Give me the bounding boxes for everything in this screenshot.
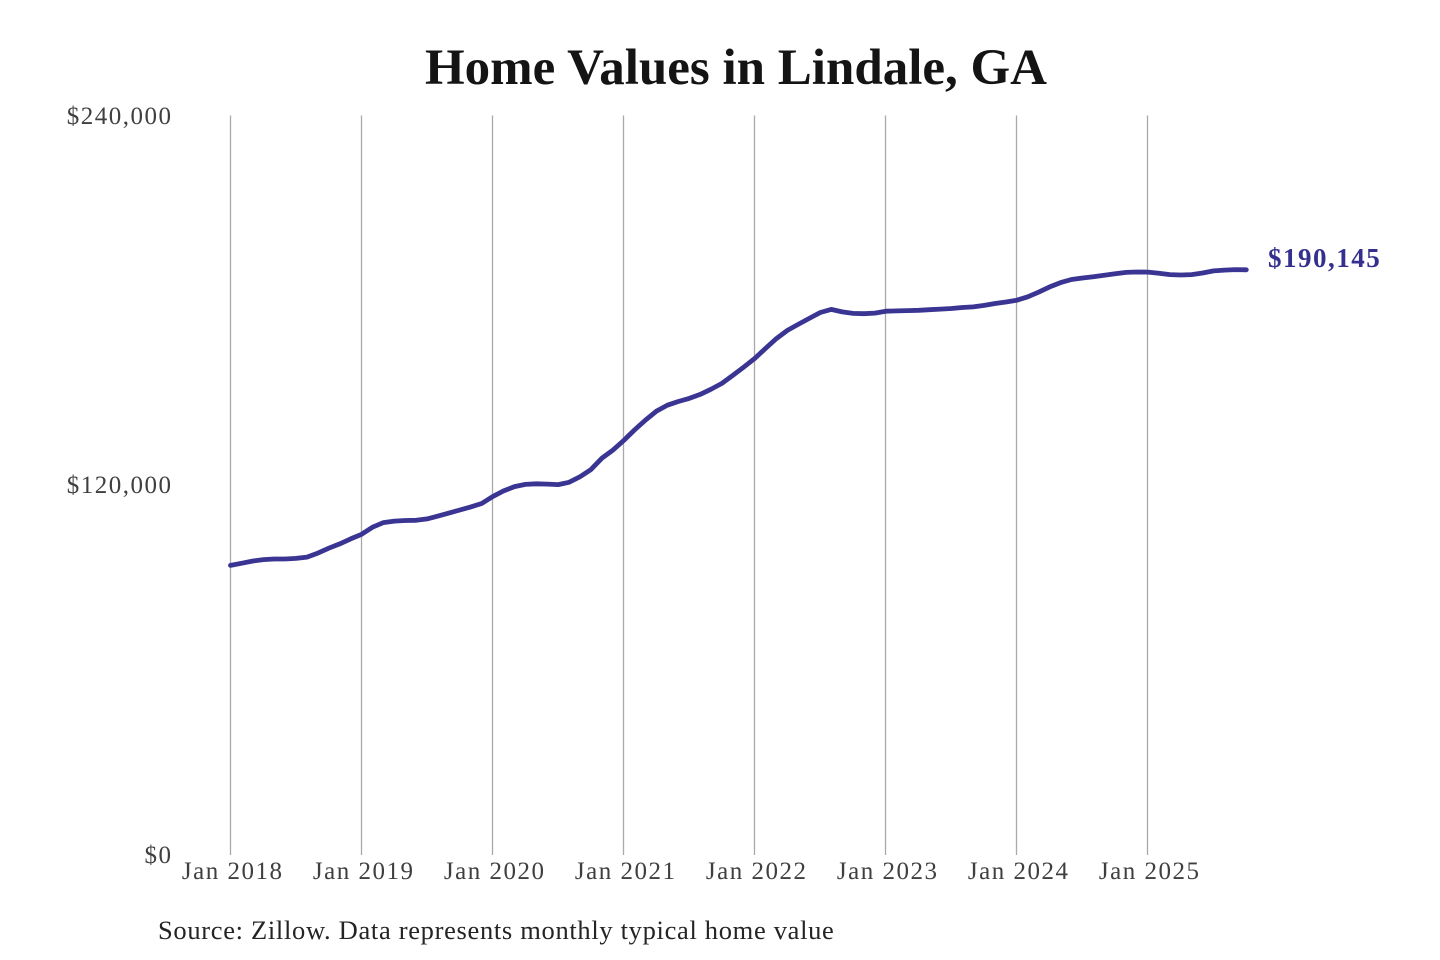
- svg-text:Jan 2021: Jan 2021: [575, 858, 677, 885]
- svg-text:$120,000: $120,000: [67, 472, 173, 499]
- svg-text:Jan 2018: Jan 2018: [182, 858, 284, 885]
- svg-text:Jan 2025: Jan 2025: [1099, 858, 1201, 885]
- svg-text:$190,145: $190,145: [1268, 243, 1381, 273]
- svg-text:$0: $0: [145, 842, 173, 869]
- svg-text:Home Values in Lindale, GA: Home Values in Lindale, GA: [425, 40, 1047, 96]
- svg-text:Jan 2023: Jan 2023: [837, 858, 939, 885]
- svg-text:Jan 2022: Jan 2022: [706, 858, 808, 885]
- svg-text:$240,000: $240,000: [67, 103, 173, 130]
- svg-text:Jan 2019: Jan 2019: [313, 858, 415, 885]
- svg-text:Source: Zillow. Data represent: Source: Zillow. Data represents monthly …: [158, 915, 835, 945]
- svg-text:Jan 2020: Jan 2020: [444, 858, 546, 885]
- svg-text:Jan 2024: Jan 2024: [968, 858, 1070, 885]
